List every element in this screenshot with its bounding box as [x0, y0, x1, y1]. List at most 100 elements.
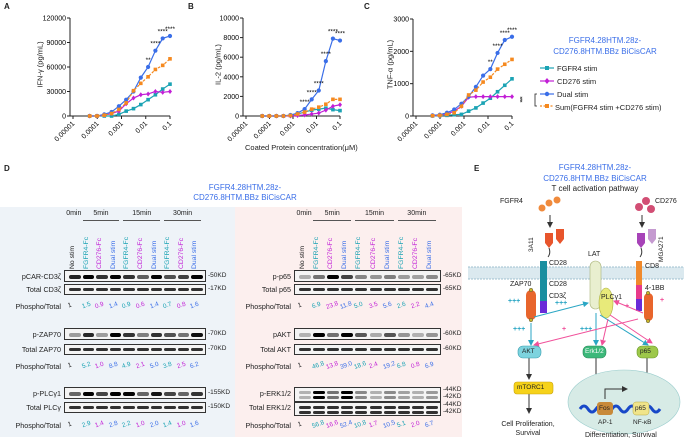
y-tick-label: 6000 — [223, 55, 239, 62]
protein-band — [177, 274, 190, 279]
data-point — [323, 107, 328, 113]
protein-band — [369, 332, 382, 337]
phospho-total-ratio: 4.9 — [121, 360, 133, 371]
legend-items: FGFR4 stim CD276 stim Dual stim Sum(FGFR… — [555, 62, 661, 113]
data-point — [274, 114, 279, 118]
car-fgfr4-28z — [540, 261, 547, 313]
phospho-total-ratio: 4.4 — [423, 300, 435, 311]
time-bracket — [397, 220, 436, 221]
p65-nuclear-label: p65 — [635, 405, 646, 412]
data-point — [331, 107, 335, 112]
total-blot — [294, 284, 441, 295]
phospho-blot — [64, 328, 206, 340]
phospho-total-ratio: 1.5 — [80, 300, 92, 311]
data-point — [302, 107, 307, 112]
phospho-total-ratio: 13.8 — [325, 360, 340, 371]
series-cd276 — [87, 89, 172, 119]
pathway-title-line2: CD276.8HTM.BBz BiCisCAR — [543, 173, 647, 183]
protein-band — [341, 411, 354, 414]
y-tick-label: 120000 — [43, 16, 66, 23]
scfv-mga271-icon — [637, 229, 656, 258]
data-point — [309, 97, 314, 102]
protein-band — [383, 411, 396, 414]
series-line — [432, 58, 513, 117]
significance-marker: **** — [150, 41, 161, 48]
signal-strength-plcg1: + — [625, 303, 630, 310]
phospho-blot — [64, 387, 206, 399]
data-point — [295, 112, 300, 116]
y-tick-label: 0 — [235, 114, 239, 121]
pathway-fgfr4-label: FGFR4 — [500, 198, 523, 205]
protein-band — [411, 396, 424, 399]
phospho-kd-marker: -65KD — [443, 272, 462, 279]
zap70-icon — [526, 287, 536, 322]
protein-band — [164, 332, 176, 337]
protein-band — [411, 406, 424, 409]
scfv-3a11-icon — [545, 229, 564, 258]
phospho-total-ratio: 1 — [66, 420, 73, 429]
signal-strength-akt: +++ — [513, 326, 526, 333]
total-blot — [294, 344, 441, 355]
protein-band — [82, 348, 95, 351]
protein-band — [383, 288, 396, 291]
legend-item-dual: Dual stim — [557, 90, 589, 99]
lane-label: CD276-Fc — [177, 238, 185, 269]
legend-bracket — [534, 93, 537, 107]
protein-band — [397, 411, 410, 414]
pathway-cd276-label: CD276 — [655, 198, 677, 205]
outcome-left: Cell Proliferation, Survival — [498, 420, 558, 438]
y-tick-label: 2000 — [393, 49, 409, 56]
x-tick-label: 0.01 — [477, 120, 492, 135]
time-bracket — [164, 220, 201, 221]
total-kd-marker: -70KD — [208, 345, 227, 352]
legend-title-line2: CD276.8HTM.BBz BiCisCAR — [553, 47, 657, 56]
data-point — [160, 36, 165, 41]
significance-marker: **** — [328, 29, 339, 36]
y-tick-label: 3000 — [393, 17, 409, 24]
protein-band — [150, 391, 163, 396]
panel-label-e: E — [474, 164, 480, 173]
protein-band — [137, 406, 149, 409]
4-1bb-label: 4-1BB — [645, 285, 665, 292]
data-point — [131, 88, 136, 93]
signal-strength-lat: +++ — [555, 300, 568, 307]
protein-band — [383, 348, 396, 351]
car-cd276-bbz — [636, 261, 653, 323]
protein-band — [397, 332, 410, 337]
series-sum — [430, 57, 514, 118]
protein-band — [299, 274, 312, 279]
protein-band — [397, 396, 410, 399]
lane-label: Dual stim — [109, 240, 117, 269]
phospho-label: p-PLCγ1 — [33, 389, 61, 398]
data-point — [495, 50, 500, 56]
data-point — [338, 97, 342, 102]
phospho-total-ratio: 6.2 — [189, 360, 201, 371]
data-point — [502, 62, 507, 67]
phospho-kd-marker: -42KD — [443, 393, 462, 400]
data-point — [331, 97, 335, 102]
phospho-total-ratio: 1 — [296, 420, 303, 429]
data-point — [116, 104, 121, 109]
protein-band — [150, 332, 163, 337]
protein-band — [123, 332, 135, 337]
data-point — [302, 110, 307, 114]
nucleus — [567, 369, 681, 435]
data-point — [109, 111, 114, 116]
total-blot — [64, 344, 206, 355]
total-kd-marker: -17KD — [208, 285, 227, 292]
lane-label: CD276-Fc — [137, 238, 144, 269]
phospho-total-ratio: 0.6 — [135, 300, 146, 311]
data-point — [488, 75, 493, 79]
protein-band — [191, 274, 203, 279]
protein-band — [411, 391, 424, 394]
data-point — [131, 95, 136, 101]
legend-marker-fgfr4 — [540, 66, 554, 70]
protein-band — [123, 391, 135, 396]
phospho-total-ratio: 56.8 — [311, 419, 326, 430]
total-kd-marker: -60KD — [443, 345, 462, 352]
cell-membrane — [468, 266, 684, 280]
protein-band — [313, 274, 326, 279]
protein-band — [150, 274, 163, 279]
time-label: 5min — [93, 210, 109, 217]
